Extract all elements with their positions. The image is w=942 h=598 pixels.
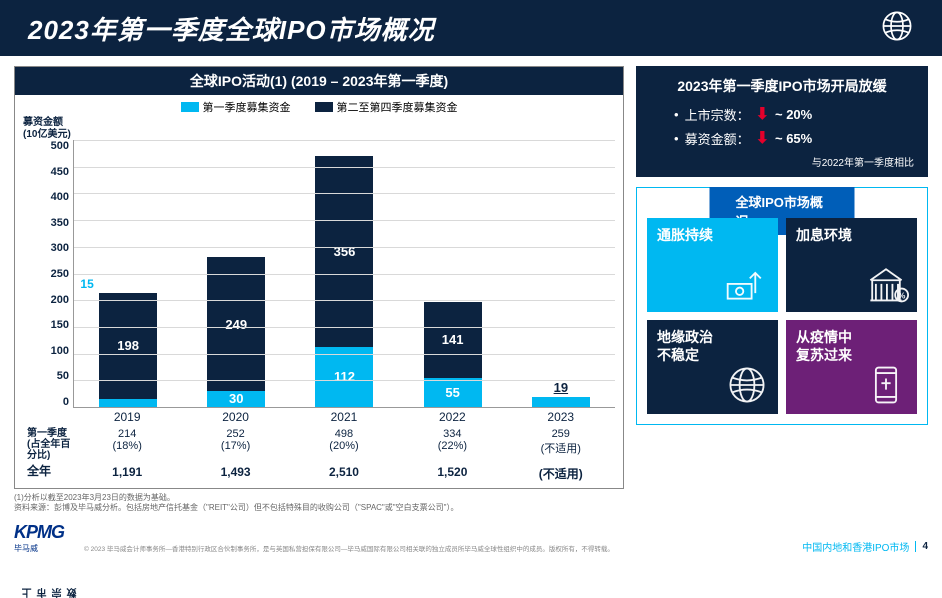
side-axis-label: 上市宗数: [21, 588, 81, 598]
bar-2023: 19: [532, 397, 590, 407]
x-axis-labels: 20192020202120222023: [23, 410, 615, 424]
y-axis-title: 募资金额 (10亿美元): [23, 117, 71, 140]
chart-body: 第一季度募集资金 第二至第四季度募集资金 募资金额 (10亿美元) 500450…: [15, 95, 623, 488]
row-head: 第一季度 (占全年百分比): [27, 428, 73, 461]
header: 2023年第一季度全球IPO市场概况: [0, 0, 942, 56]
tile-grid: 通胀持续加息环境%地缘政治 不稳定从疫情中 复苏过来: [647, 218, 917, 414]
row-cells: 1,1911,4932,5101,520(不适用): [73, 465, 615, 482]
data-table: 上市宗数 第一季度 (占全年百分比) 214 (18%)252 (17%)498…: [23, 428, 615, 482]
footnotes: (1)分析以截至2023年3月23日的数据为基础。 资料来源：彭博及毕马威分析。…: [14, 493, 624, 514]
page-title: 2023年第一季度全球IPO市场概况: [28, 10, 435, 47]
copyright: © 2023 毕马威会计师事务所—香港特别行政区合伙制事务所，是与英国私营担保有…: [64, 546, 802, 554]
row-head: 全年: [27, 465, 73, 482]
down-arrow-icon: ⬇: [756, 104, 769, 124]
legend-item-q1: 第一季度募集资金: [181, 99, 291, 115]
y-axis-ticks: 500450400350300250200150100500: [23, 140, 73, 408]
summary-title: 2023年第一季度IPO市场开局放缓: [650, 76, 914, 96]
legend-item-q24: 第二至第四季度募集资金: [315, 99, 458, 115]
kpmg-logo: KPMG 毕马威: [14, 522, 64, 554]
stat-funds: • 募资金额： ⬇ ~ 65%: [650, 128, 914, 148]
svg-text:%: %: [898, 292, 906, 301]
chart-title: 全球IPO活动(1) (2019 – 2023年第一季度): [15, 67, 623, 95]
chart-legend: 第一季度募集资金 第二至第四季度募集资金: [23, 99, 615, 115]
footer: KPMG 毕马威 © 2023 毕马威会计师事务所—香港特别行政区合伙制事务所，…: [14, 522, 928, 554]
summary-box: 2023年第一季度IPO市场开局放缓 • 上市宗数： ⬇ ~ 20% • 募资金…: [636, 66, 928, 177]
stat-listings: • 上市宗数： ⬇ ~ 20%: [650, 104, 914, 124]
row-cells: 214 (18%)252 (17%)498 (20%)334 (22%)259 …: [73, 428, 615, 461]
tile-3: 从疫情中 复苏过来: [786, 320, 917, 414]
content-area: 全球IPO活动(1) (2019 – 2023年第一季度) 第一季度募集资金 第…: [0, 56, 942, 514]
chart-plot-area: 500450400350300250200150100500 19815 3024…: [23, 140, 615, 408]
left-column: 全球IPO活动(1) (2019 – 2023年第一季度) 第一季度募集资金 第…: [14, 66, 624, 514]
right-column: 2023年第一季度IPO市场开局放缓 • 上市宗数： ⬇ ~ 20% • 募资金…: [636, 66, 928, 514]
compare-text: 与2022年第一季度相比: [650, 154, 914, 169]
globe-icon: [880, 9, 914, 48]
tile-0: 通胀持续: [647, 218, 778, 312]
tile-1: 加息环境%: [786, 218, 917, 312]
chart-panel: 全球IPO活动(1) (2019 – 2023年第一季度) 第一季度募集资金 第…: [14, 66, 624, 489]
plot: 19815302491123565514119: [73, 140, 615, 408]
overview-box: 全球IPO市场概况 通胀持续加息环境%地缘政治 不稳定从疫情中 复苏过来: [636, 187, 928, 425]
down-arrow-icon: ⬇: [756, 128, 769, 148]
table-row-full: 全年 1,1911,4932,5101,520(不适用): [27, 465, 615, 482]
bar-2020: 30249: [207, 257, 265, 407]
page-indicator: 中国内地和香港IPO市场 4: [802, 539, 928, 554]
bar-2019: 19815: [99, 293, 157, 407]
tile-2: 地缘政治 不稳定: [647, 320, 778, 414]
table-row-q1: 第一季度 (占全年百分比) 214 (18%)252 (17%)498 (20%…: [27, 428, 615, 461]
